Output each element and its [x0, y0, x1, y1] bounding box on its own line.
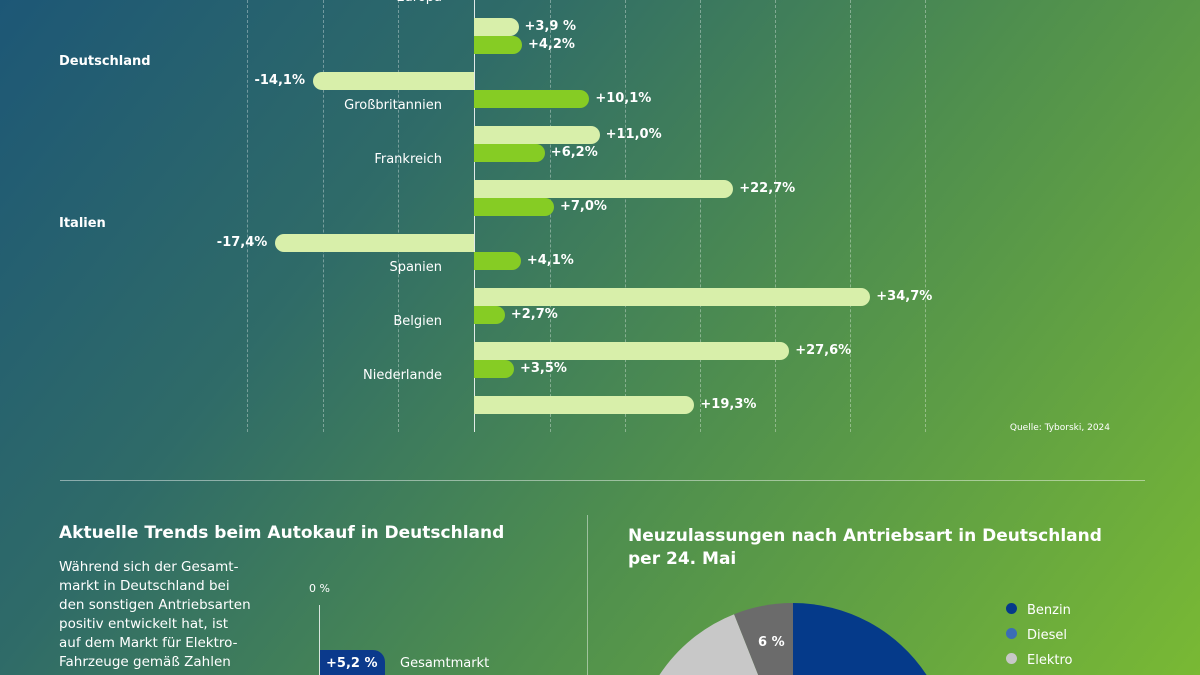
pie-title: Neuzulassungen nach Antriebsart in Deuts… [628, 525, 1102, 571]
pie-slice-elektro [659, 614, 759, 675]
bar-italien-a [474, 198, 554, 216]
trend-bar-label: +5,2 % [326, 656, 378, 671]
bar-value-label: +4,2% [527, 37, 575, 52]
vertical-divider [587, 515, 588, 675]
bar-value-label: +27,6% [795, 343, 852, 358]
bar-niederlande-a [474, 360, 514, 378]
category-label: Belgien [393, 314, 442, 329]
bar-europa-b [474, 18, 519, 36]
gridline [247, 0, 248, 432]
gridline [323, 0, 324, 432]
bar-value-label: +7,0% [559, 199, 607, 214]
pie-slice-6 [734, 603, 793, 675]
gridline [398, 0, 399, 432]
gridline [700, 0, 701, 432]
pie-slice-benzin [793, 603, 927, 675]
category-label: Italien [59, 216, 106, 231]
pie-slice-label: 6 % [758, 635, 785, 650]
legend-label: Benzin [1027, 603, 1071, 618]
text-line: positiv entwickelt hat, ist [59, 616, 229, 632]
text-line: Während sich der Gesamt- [59, 559, 239, 575]
legend-label: Elektro [1027, 653, 1073, 668]
pie-chart: 6 % [659, 603, 927, 675]
gridline [850, 0, 851, 432]
category-label: Niederlande [363, 368, 442, 383]
category-label: Europa [396, 0, 442, 5]
bar-frankreich-b [474, 180, 734, 198]
bar-value-label: +4,1% [526, 253, 574, 268]
legend-item-benzin: Benzin [1006, 598, 1072, 623]
country-bar-chart: Europa +3,9 % Deutschland +4,2% -14,1% Großbr… [59, 0, 933, 432]
source-note: Quelle: Tyborski, 2024 [1009, 423, 1110, 433]
gridline [775, 0, 776, 432]
gridline [625, 0, 626, 432]
bar-italien-b [275, 234, 474, 252]
bar-value-label: +11,0% [605, 127, 662, 142]
bar-belgien-a [474, 306, 505, 324]
category-label: Spanien [389, 260, 442, 275]
text-line: auf dem Markt für Elektro- [59, 635, 238, 651]
trends-title: Aktuelle Trends beim Autokauf in Deutsch… [59, 523, 505, 543]
legend-item-elektro: Elektro [1006, 648, 1072, 673]
bar-value-label: -14,1% [254, 73, 305, 88]
trend-axis [319, 605, 320, 675]
legend-label: Diesel [1027, 628, 1068, 643]
text-line: markt in Deutschland bei [59, 578, 230, 594]
bar-value-label: +34,7% [876, 289, 933, 304]
bar-deutschland-b [312, 72, 474, 90]
bar-value-label: +10,1% [595, 91, 652, 106]
category-label: Frankreich [374, 152, 442, 167]
bar-frankreich-a [474, 144, 545, 162]
pie-title-line: Neuzulassungen nach Antriebsart in Deuts… [628, 526, 1102, 546]
bar-value-label: +6,2% [550, 145, 598, 160]
bar-großbritannien-a [474, 90, 590, 108]
legend-dot-icon [1006, 628, 1017, 639]
pie-title-line: per 24. Mai [628, 549, 737, 569]
trend-category: Gesamtmarkt [400, 656, 490, 671]
legend-dot-icon [1006, 603, 1017, 614]
zero-axis [474, 0, 475, 432]
category-label: Deutschland [59, 54, 151, 69]
bar-spanien-a [474, 252, 521, 270]
bar-value-label: +19,3% [700, 397, 757, 412]
bar-value-label: +2,7% [510, 307, 558, 322]
bar-spanien-b [474, 288, 871, 306]
bar-value-label: -17,4% [216, 235, 268, 250]
bar-niederlande-b [474, 396, 695, 414]
category-label: Großbritannien [344, 98, 442, 113]
bar-value-label: +22,7% [739, 181, 796, 196]
bar-großbritannien-b [474, 126, 600, 144]
trend-bar-gesamtmarkt: +5,2 % [320, 650, 385, 675]
divider [60, 480, 1145, 481]
gridline [925, 0, 926, 432]
trend-axis-label: 0 % [309, 582, 330, 595]
text-line: Fahrzeuge gemäß Zahlen [59, 654, 231, 670]
pie-legend: Benzin Diesel Elektro [1006, 598, 1072, 673]
bar-belgien-b [474, 342, 790, 360]
bar-value-label: +3,5% [519, 361, 567, 376]
trends-text: Während sich der Gesamt- markt in Deutsc… [59, 558, 251, 672]
text-line: den sonstigen Antriebsarten [59, 597, 251, 613]
bar-value-label: +3,9 % [524, 19, 577, 34]
legend-dot-icon [1006, 653, 1017, 664]
bar-deutschland-a [474, 36, 522, 54]
legend-item-diesel: Diesel [1006, 623, 1072, 648]
gridline [550, 0, 551, 432]
